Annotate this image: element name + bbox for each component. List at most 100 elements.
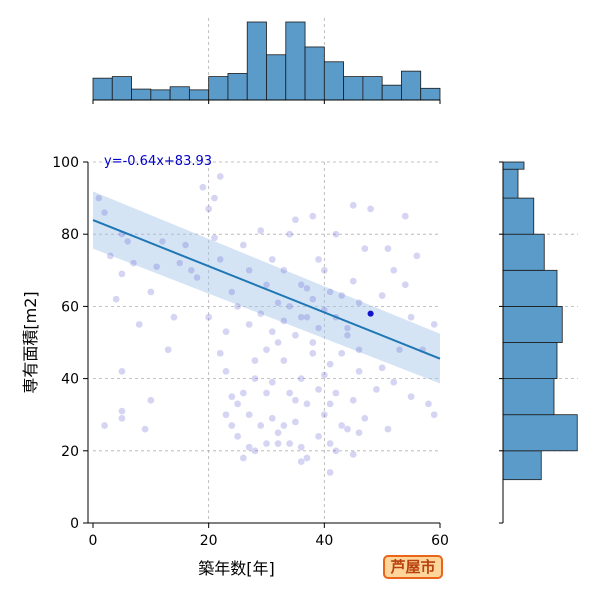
scatter-point bbox=[372, 385, 381, 394]
scatter-point bbox=[349, 396, 358, 405]
scatter-point bbox=[245, 410, 253, 419]
scatter-point bbox=[314, 255, 323, 264]
scatter-point bbox=[401, 212, 410, 220]
scatter-point bbox=[343, 324, 352, 332]
scatter-point bbox=[268, 327, 277, 336]
scatter-point bbox=[308, 338, 317, 347]
scatter-point bbox=[233, 302, 242, 311]
scatter-point bbox=[303, 284, 311, 293]
y-axis-label: 専有面積[m2] bbox=[21, 291, 40, 393]
scatter-point bbox=[401, 280, 410, 289]
right-hist-bar bbox=[502, 378, 555, 416]
x-tick-label: 0 bbox=[89, 533, 98, 549]
scatter-point bbox=[297, 280, 306, 289]
scatter-point bbox=[326, 288, 334, 296]
scatter-point bbox=[326, 439, 334, 448]
scatter-point bbox=[395, 345, 404, 354]
scatter-point bbox=[233, 400, 242, 408]
scatter-point bbox=[216, 255, 225, 264]
scatter-point bbox=[430, 320, 439, 329]
scatter-point bbox=[332, 446, 340, 455]
scatter-point bbox=[280, 266, 288, 275]
scatter-point bbox=[193, 273, 201, 282]
scatter-point bbox=[303, 313, 311, 322]
scatter-point bbox=[204, 313, 213, 322]
scatter-point bbox=[227, 392, 236, 401]
scatter-point bbox=[274, 338, 282, 347]
top-hist-bar bbox=[131, 88, 152, 101]
scatter-point bbox=[349, 277, 358, 285]
right-hist-bar bbox=[502, 414, 578, 452]
top-hist-bar bbox=[285, 21, 306, 101]
scatter-point bbox=[251, 446, 259, 455]
top-hist-bar bbox=[420, 87, 441, 101]
scatter-point bbox=[233, 432, 242, 441]
scatter-point bbox=[187, 266, 196, 275]
scatter-point bbox=[239, 454, 248, 462]
scatter-point bbox=[245, 443, 253, 452]
scatter-point bbox=[413, 252, 421, 260]
regression-line bbox=[92, 219, 441, 360]
scatter-point bbox=[100, 208, 109, 217]
scatter-point bbox=[285, 439, 294, 448]
scatter-point bbox=[175, 259, 184, 267]
scatter-point bbox=[112, 295, 120, 304]
right-hist-bar bbox=[502, 269, 558, 307]
scatter-point bbox=[123, 237, 132, 246]
top-hist-bar bbox=[381, 84, 402, 101]
top-hist-bar bbox=[169, 86, 190, 101]
scatter-point bbox=[407, 392, 415, 401]
y-tick-label: 20 bbox=[61, 444, 79, 460]
scatter-point bbox=[274, 439, 282, 448]
scatter-point bbox=[355, 367, 363, 376]
scatter-point bbox=[199, 183, 207, 192]
scatter-point bbox=[118, 414, 126, 423]
scatter-point bbox=[378, 363, 387, 372]
scatter-point bbox=[349, 201, 358, 210]
scatter-point bbox=[291, 396, 300, 405]
scatter-point bbox=[129, 259, 138, 267]
top-hist-bar bbox=[208, 76, 229, 101]
top-hist-bar bbox=[92, 77, 113, 101]
scatter-point bbox=[170, 313, 178, 322]
scatter-point bbox=[256, 421, 265, 430]
scatter-point bbox=[303, 400, 311, 408]
top-hist-bar bbox=[362, 76, 383, 101]
top-hist-bar bbox=[266, 54, 287, 101]
scatter-point bbox=[152, 262, 161, 271]
scatter-point bbox=[280, 316, 288, 325]
scatter-point bbox=[320, 266, 329, 275]
scatter-point bbox=[337, 291, 346, 300]
right-hist-bar bbox=[502, 450, 542, 481]
scatter-point bbox=[337, 421, 346, 430]
scatter-point bbox=[297, 313, 306, 322]
scatter-point bbox=[100, 421, 109, 430]
scatter-point bbox=[360, 414, 369, 423]
scatter-point bbox=[378, 291, 387, 300]
scatter-point bbox=[337, 349, 346, 358]
scatter-point bbox=[355, 428, 363, 437]
scatter-point bbox=[389, 378, 398, 387]
scatter-point bbox=[291, 418, 300, 426]
scatter-point bbox=[256, 309, 265, 318]
scatter-point bbox=[291, 215, 300, 224]
scatter-point bbox=[94, 194, 103, 202]
scatter-point-highlight bbox=[367, 310, 374, 317]
scatter-point bbox=[355, 345, 363, 354]
regression-confidence-band bbox=[93, 191, 440, 384]
top-hist-bar bbox=[188, 89, 210, 101]
top-hist-bar bbox=[323, 61, 345, 101]
scatter-point bbox=[407, 313, 415, 322]
scatter-point bbox=[118, 367, 126, 376]
scatter-point bbox=[326, 400, 334, 408]
scatter-point bbox=[314, 432, 323, 441]
scatter-point bbox=[332, 389, 340, 397]
scatter-point bbox=[303, 454, 311, 462]
scatter-point bbox=[349, 450, 358, 459]
scatter-point bbox=[135, 320, 144, 329]
scatter-point bbox=[216, 172, 225, 181]
top-hist-bar bbox=[304, 46, 325, 101]
scatter-point bbox=[384, 425, 392, 433]
scatter-point bbox=[280, 421, 288, 430]
scatter-point bbox=[262, 345, 271, 354]
